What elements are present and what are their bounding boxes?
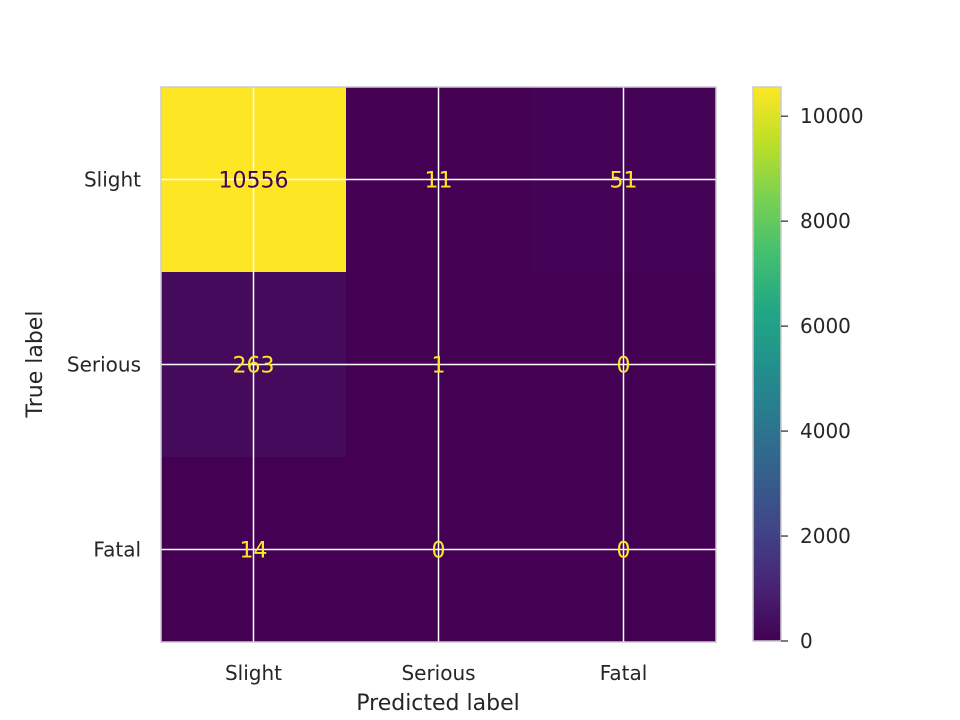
x-axis-title: Predicted label [356,691,519,716]
colorbar-tick-label: 2000 [800,524,851,548]
cell-value-label: 0 [432,539,446,564]
x-tick-label: Fatal [600,661,648,685]
cell-value-label: 11 [425,169,453,194]
y-tick-label: Serious [67,353,141,377]
colorbar-tick-label: 0 [800,629,813,653]
cell-value-label: 0 [617,354,631,379]
colorbar-tick-label: 10000 [800,104,864,128]
cell-value-label: 0 [617,539,631,564]
colorbar-tick-label: 4000 [800,419,851,443]
colorbar-frame [752,86,782,642]
x-tick-label: Slight [225,661,282,685]
cell-value-label: 14 [240,539,268,564]
cell-value-label: 263 [233,354,275,379]
cell-value-label: 1 [432,354,446,379]
cell-value-label: 10556 [219,169,289,194]
colorbar-gradient [753,87,781,641]
colorbar-tick-label: 8000 [800,209,851,233]
x-tick-label: Serious [401,661,475,685]
heatmap-plot-area: 10556 11 51 263 1 0 14 0 0 Slight Serious Fatal Slig… [67,86,717,685]
plot-frame [160,86,717,643]
cell-value-label: 51 [610,169,638,194]
y-tick-label: Slight [84,168,141,192]
y-tick-label: Fatal [93,538,141,562]
y-axis-title: True label [23,311,48,419]
colorbar-tick-label: 6000 [800,314,851,338]
colorbar: 0 2000 4000 6000 8000 10000 [752,86,864,653]
